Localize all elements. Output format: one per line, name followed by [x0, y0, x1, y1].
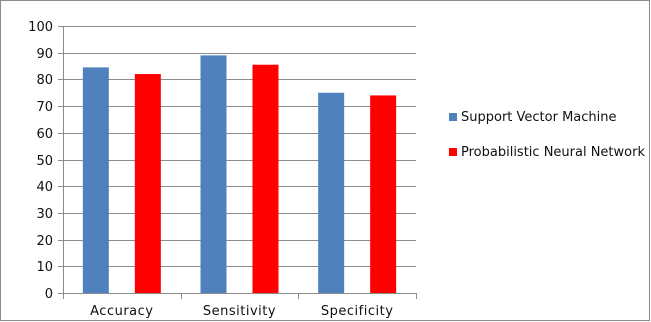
y-tick-label: 90	[36, 47, 53, 62]
axis-labels: 0 10 20 30 40 50 60 70 80 90 100 Accuracy Sensitivit…	[28, 20, 393, 319]
y-tick-label: 40	[36, 180, 53, 195]
legend-item-svm: Support Vector Machine	[449, 109, 649, 126]
legend-item-pnn: Probabilistic Neural Network	[449, 144, 649, 161]
y-tick-label: 80	[36, 73, 53, 88]
legend: Support Vector Machine Probabilistic Neu…	[449, 109, 649, 161]
bar-sensitivity-pnn	[252, 64, 279, 293]
bars	[82, 55, 397, 294]
bar-sensitivity-svm	[200, 55, 227, 294]
y-tick-label: 30	[36, 207, 53, 222]
x-category-label: Sensitivity	[203, 304, 276, 319]
legend-label-pnn: Probabilistic Neural Network	[461, 145, 645, 160]
bar-accuracy-pnn	[134, 74, 161, 293]
bar-specificity-svm	[318, 92, 345, 293]
y-tick-label: 70	[36, 100, 53, 115]
bar-accuracy-svm	[82, 67, 109, 293]
y-tick-label: 0	[45, 287, 53, 302]
y-tick-label: 60	[36, 127, 53, 142]
axes	[58, 26, 417, 299]
y-tick-label: 20	[36, 234, 53, 249]
y-tick-label: 50	[36, 154, 53, 169]
y-tick-label: 100	[28, 20, 53, 35]
x-category-label: Specificity	[321, 304, 394, 319]
legend-swatch-svm	[449, 113, 457, 121]
x-category-label: Accuracy	[90, 304, 153, 319]
legend-swatch-pnn	[449, 148, 457, 156]
bar-specificity-pnn	[370, 95, 397, 293]
legend-label-svm: Support Vector Machine	[461, 110, 617, 125]
gridlines	[63, 26, 416, 267]
y-tick-label: 10	[36, 260, 53, 275]
